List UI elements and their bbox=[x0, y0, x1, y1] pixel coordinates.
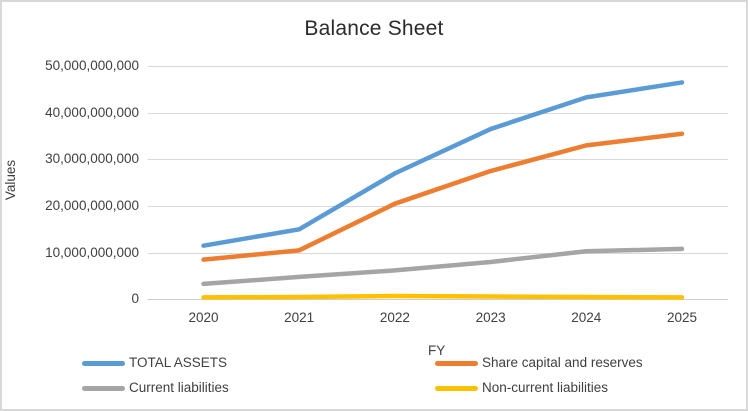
chart-title: Balance Sheet bbox=[304, 17, 444, 40]
legend-swatch-non-current-liabilities bbox=[435, 385, 478, 391]
y-tick-label: 30,000,000,000 bbox=[45, 151, 139, 167]
legend-label: TOTAL ASSETS bbox=[129, 355, 228, 370]
x-tick-label: 2025 bbox=[666, 310, 698, 325]
legend-swatch-current-liabilities bbox=[82, 385, 125, 391]
series-line-current-liabilities bbox=[201, 246, 685, 287]
y-tick-label: 10,000,000,000 bbox=[45, 244, 139, 260]
x-tick-label: 2021 bbox=[284, 310, 315, 325]
x-tick-label: 2020 bbox=[188, 310, 219, 325]
x-tick-label: 2024 bbox=[571, 310, 602, 325]
legend-item-non-current-liabilities: Non-current liabilities bbox=[435, 380, 608, 396]
legend-item-share-capital-and-reserves: Share capital and reserves bbox=[435, 355, 643, 371]
legend-swatch-total-assets bbox=[82, 360, 125, 366]
series-line-share-capital-and-reserves bbox=[201, 131, 685, 262]
x-tick-label: 2023 bbox=[475, 310, 506, 325]
y-tick-label: 0 bbox=[131, 291, 139, 307]
y-tick-label: 50,000,000,000 bbox=[45, 58, 139, 74]
series-line-total-assets bbox=[201, 80, 685, 248]
legend-item-total-assets: TOTAL ASSETS bbox=[82, 355, 227, 371]
legend-label: Non-current liabilities bbox=[482, 380, 609, 395]
y-tick-label: 20,000,000,000 bbox=[45, 198, 139, 214]
series-line-non-current-liabilities bbox=[201, 293, 685, 300]
x-tick-label: 2022 bbox=[379, 310, 410, 325]
legend-label: Current liabilities bbox=[129, 380, 229, 395]
x-axis-title: FY bbox=[428, 343, 446, 358]
legend-label: Share capital and reserves bbox=[482, 355, 643, 370]
legend-item-current-liabilities: Current liabilities bbox=[82, 380, 229, 396]
y-tick-label: 40,000,000,000 bbox=[45, 104, 139, 120]
legend-swatch-share-capital-and-reserves bbox=[435, 360, 478, 366]
